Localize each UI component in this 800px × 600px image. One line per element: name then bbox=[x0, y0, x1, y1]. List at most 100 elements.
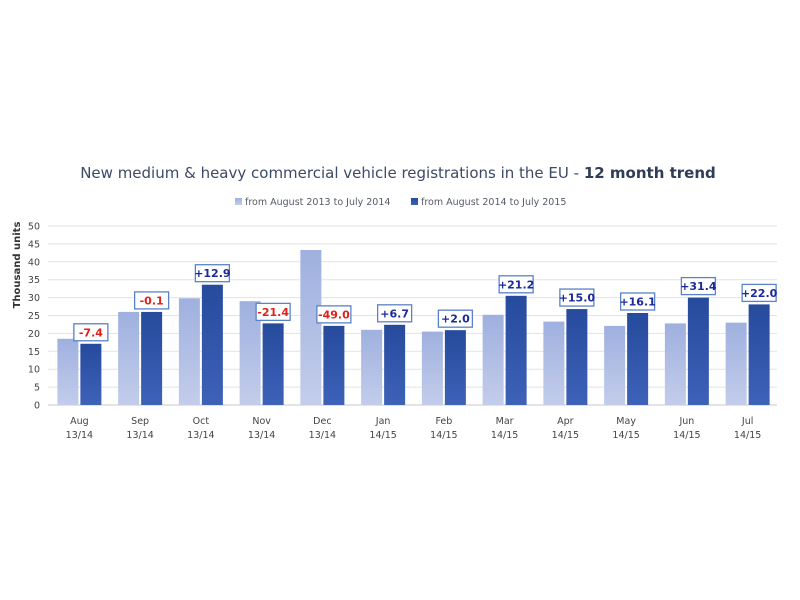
change-label-oct: +12.9 bbox=[194, 267, 230, 280]
bar-2013-2014-aug bbox=[57, 338, 79, 405]
change-label-jul: +22.0 bbox=[741, 287, 778, 300]
bar-2013-2014-may bbox=[604, 325, 626, 405]
bar-2013-2014-jul bbox=[725, 322, 747, 405]
x-tick-month: Dec bbox=[313, 416, 331, 427]
change-label-box-jun bbox=[680, 276, 717, 296]
x-tick-period: 14/15 bbox=[491, 430, 518, 441]
y-tick-label: 25 bbox=[28, 311, 40, 322]
x-tick-label: Feb 14/15 bbox=[430, 416, 457, 441]
change-label-box-nov bbox=[255, 302, 291, 322]
bar-2014-2015-apr bbox=[566, 309, 588, 405]
chart-title: New medium & heavy commercial vehicle re… bbox=[80, 164, 716, 182]
change-label-box-apr bbox=[559, 288, 595, 307]
legend-label-2013-2014: from August 2013 to July 2014 bbox=[245, 197, 390, 208]
bar-2013-2014-jun bbox=[664, 323, 686, 405]
change-label-may: +16.1 bbox=[619, 295, 655, 308]
change-label-box-may bbox=[619, 292, 656, 311]
bar-2013-2014-dec bbox=[300, 249, 322, 405]
legend-swatch-2013-2014 bbox=[235, 198, 242, 205]
x-tick-period: 13/14 bbox=[309, 430, 336, 441]
bar-2014-2015-jun bbox=[687, 297, 709, 405]
chart-title-emphasis: 12 month trend bbox=[584, 164, 716, 182]
bar-2013-2014-sep bbox=[118, 311, 140, 405]
change-label-dec: -49.0 bbox=[318, 308, 350, 321]
change-label-box-aug bbox=[73, 323, 109, 342]
x-tick-month: Aug bbox=[70, 416, 89, 427]
x-tick-month: Jul bbox=[741, 416, 753, 427]
change-label-apr: +15.0 bbox=[559, 292, 596, 305]
x-tick-label: Mar 14/15 bbox=[491, 416, 518, 441]
x-tick-period: 14/15 bbox=[369, 430, 396, 441]
bar-2014-2015-jan bbox=[384, 324, 406, 405]
y-tick-label: 30 bbox=[28, 293, 40, 304]
change-label-box-oct bbox=[194, 264, 231, 283]
gridlines bbox=[48, 225, 777, 406]
x-tick-label: Jan 14/15 bbox=[369, 416, 396, 441]
x-tick-label: May 14/15 bbox=[612, 416, 639, 441]
x-tick-period: 14/15 bbox=[734, 430, 761, 441]
change-label-box-mar bbox=[498, 275, 534, 294]
y-tick-label: 10 bbox=[28, 365, 40, 376]
legend-swatch-2014-2015 bbox=[411, 198, 418, 205]
legend-label-2014-2015: from August 2014 to July 2015 bbox=[421, 197, 566, 208]
y-axis-ticks: 0 5 10 15 20 25 30 35 40 45 50 bbox=[28, 222, 40, 412]
change-label-box-sep bbox=[133, 291, 170, 310]
x-tick-label: Dec 13/14 bbox=[309, 416, 336, 441]
change-labels: -7.4 -0.1 +12.9 -21.4 -49.0 +6.7 +2.0 +21.2 +15.… bbox=[73, 264, 778, 342]
x-tick-label: Apr 14/15 bbox=[552, 416, 579, 441]
bar-2014-2015-dec bbox=[323, 325, 345, 405]
x-tick-label: Nov 13/14 bbox=[248, 416, 275, 441]
y-tick-label: 35 bbox=[28, 275, 40, 286]
bar-2013-2014-oct bbox=[178, 298, 200, 405]
x-tick-month: Oct bbox=[193, 416, 210, 427]
bar-2013-2014-nov bbox=[239, 301, 261, 405]
x-tick-month: Nov bbox=[252, 416, 271, 427]
bar-2014-2015-jul bbox=[748, 304, 770, 405]
x-tick-month: Jun bbox=[678, 416, 694, 427]
y-tick-label: 15 bbox=[28, 347, 40, 358]
bar-2014-2015-oct bbox=[201, 284, 223, 405]
x-tick-period: 14/15 bbox=[552, 430, 579, 441]
y-tick-label: 50 bbox=[28, 222, 40, 233]
x-tick-month: Jan bbox=[375, 416, 391, 427]
change-label-sep: -0.1 bbox=[140, 294, 164, 307]
bar-2014-2015-feb bbox=[444, 330, 466, 405]
y-axis-label: Thousand units bbox=[12, 222, 23, 309]
y-tick-label: 45 bbox=[28, 239, 40, 250]
bar-2014-2015-aug bbox=[80, 343, 102, 405]
x-tick-period: 14/15 bbox=[430, 430, 457, 441]
legend: from August 2013 to July 2014 from Augus… bbox=[235, 197, 566, 208]
x-tick-month: May bbox=[616, 416, 636, 427]
bar-2014-2015-sep bbox=[141, 311, 163, 405]
bars bbox=[57, 249, 770, 405]
x-tick-month: Sep bbox=[131, 416, 149, 427]
change-label-nov: -21.4 bbox=[257, 306, 289, 319]
bar-2014-2015-mar bbox=[505, 295, 527, 405]
x-tick-period: 13/14 bbox=[66, 430, 93, 441]
x-tick-period: 13/14 bbox=[126, 430, 153, 441]
x-tick-period: 13/14 bbox=[248, 430, 275, 441]
x-tick-period: 13/14 bbox=[187, 430, 214, 441]
bar-2013-2014-mar bbox=[482, 314, 504, 405]
x-tick-month: Mar bbox=[496, 416, 514, 427]
change-label-feb: +2.0 bbox=[441, 313, 470, 326]
y-tick-label: 5 bbox=[34, 383, 40, 394]
x-tick-label: Oct 13/14 bbox=[187, 416, 214, 441]
change-label-mar: +21.2 bbox=[498, 278, 534, 291]
y-tick-label: 20 bbox=[28, 329, 40, 340]
bar-2013-2014-feb bbox=[421, 331, 443, 405]
bar-2013-2014-apr bbox=[543, 321, 565, 405]
x-tick-period: 14/15 bbox=[673, 430, 700, 441]
bar-2014-2015-nov bbox=[262, 323, 284, 405]
x-tick-label: Jun 14/15 bbox=[673, 416, 700, 441]
change-label-box-jan bbox=[376, 304, 413, 323]
bar-2013-2014-jan bbox=[361, 329, 383, 405]
change-label-aug: -7.4 bbox=[79, 326, 103, 339]
x-tick-label: Aug 13/14 bbox=[66, 416, 93, 441]
change-label-box-feb bbox=[437, 309, 474, 328]
x-tick-label: Jul 14/15 bbox=[734, 416, 761, 441]
change-label-box-jul bbox=[741, 283, 777, 303]
change-label-jan: +6.7 bbox=[380, 307, 409, 320]
x-tick-period: 14/15 bbox=[612, 430, 639, 441]
